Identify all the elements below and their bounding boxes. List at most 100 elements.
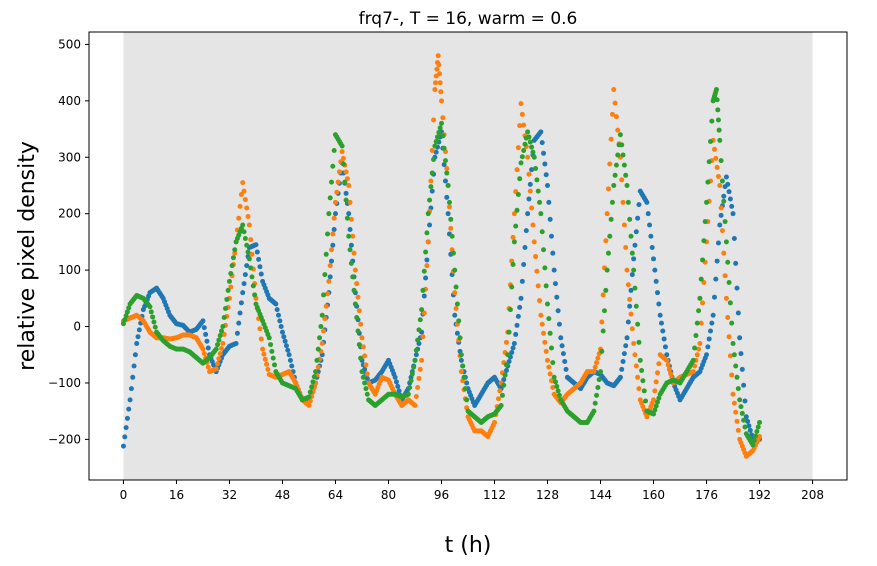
data-point bbox=[331, 147, 337, 153]
data-point bbox=[607, 233, 613, 239]
data-point bbox=[201, 351, 207, 357]
data-point bbox=[547, 216, 553, 222]
data-point bbox=[246, 256, 252, 262]
data-point bbox=[123, 425, 129, 431]
data-point bbox=[326, 211, 332, 217]
data-point bbox=[517, 304, 523, 310]
data-point bbox=[421, 268, 427, 274]
data-point bbox=[722, 219, 728, 225]
data-point bbox=[409, 371, 415, 377]
data-point bbox=[734, 374, 740, 380]
data-point bbox=[506, 329, 512, 335]
data-point bbox=[363, 386, 369, 392]
data-point bbox=[427, 197, 433, 203]
data-point bbox=[717, 182, 723, 188]
data-point bbox=[420, 287, 426, 293]
data-point bbox=[531, 239, 537, 245]
data-point bbox=[424, 230, 430, 236]
data-point bbox=[217, 333, 223, 339]
data-point bbox=[339, 143, 345, 149]
data-point bbox=[330, 231, 336, 237]
data-point bbox=[458, 369, 464, 375]
data-point bbox=[717, 137, 723, 143]
data-point bbox=[408, 378, 414, 384]
data-point bbox=[265, 366, 271, 372]
data-point bbox=[448, 225, 454, 231]
x-tick-label: 176 bbox=[695, 488, 718, 502]
data-point bbox=[419, 307, 425, 313]
data-point bbox=[753, 433, 759, 439]
data-point bbox=[729, 372, 735, 378]
data-point bbox=[323, 251, 329, 257]
data-point bbox=[244, 263, 250, 269]
x-axis-ticks: 0 16 32 48 64 80 96 112 128 144 160 176 192 208 bbox=[120, 480, 824, 502]
data-point bbox=[533, 254, 539, 260]
data-point bbox=[743, 414, 749, 420]
data-point bbox=[592, 364, 598, 370]
x-tick-label: 64 bbox=[328, 488, 343, 502]
data-point bbox=[339, 149, 345, 155]
data-point bbox=[225, 287, 231, 293]
data-point bbox=[132, 352, 138, 358]
data-point bbox=[429, 188, 435, 194]
data-point bbox=[130, 374, 136, 380]
data-point bbox=[511, 211, 517, 217]
data-point bbox=[346, 211, 352, 217]
data-point bbox=[609, 111, 615, 117]
data-point bbox=[342, 179, 348, 185]
data-point bbox=[356, 308, 362, 314]
data-point bbox=[442, 158, 448, 164]
data-point bbox=[221, 315, 227, 320]
data-point bbox=[436, 62, 442, 68]
data-point bbox=[248, 265, 254, 271]
data-point bbox=[754, 428, 760, 434]
data-point bbox=[725, 181, 731, 187]
data-point bbox=[664, 357, 670, 363]
data-point bbox=[452, 290, 458, 296]
data-point bbox=[499, 392, 505, 398]
x-tick-label: 208 bbox=[801, 488, 824, 502]
data-point bbox=[456, 318, 462, 324]
data-point bbox=[425, 239, 431, 245]
data-point bbox=[725, 315, 731, 320]
data-point bbox=[360, 374, 366, 380]
data-point bbox=[318, 324, 324, 330]
data-point bbox=[147, 304, 153, 310]
data-point bbox=[148, 309, 154, 315]
x-tick-label: 144 bbox=[589, 488, 612, 502]
data-point bbox=[124, 415, 130, 421]
data-point bbox=[527, 139, 533, 145]
data-point bbox=[492, 419, 497, 425]
data-point bbox=[750, 442, 756, 448]
data-point bbox=[731, 400, 737, 406]
data-point bbox=[317, 335, 323, 341]
data-point bbox=[452, 312, 458, 318]
data-point bbox=[444, 194, 450, 200]
data-point bbox=[503, 362, 509, 368]
data-point bbox=[615, 127, 621, 133]
data-point bbox=[733, 260, 739, 266]
data-point bbox=[220, 324, 226, 330]
data-point bbox=[709, 118, 715, 124]
data-point bbox=[319, 312, 325, 318]
data-point bbox=[721, 193, 727, 199]
data-point bbox=[652, 267, 658, 273]
data-point bbox=[735, 386, 741, 392]
data-point bbox=[702, 219, 708, 225]
data-point bbox=[531, 154, 537, 160]
data-point bbox=[238, 300, 244, 306]
data-point bbox=[307, 389, 313, 395]
data-point bbox=[625, 199, 631, 205]
data-point bbox=[413, 352, 419, 358]
data-point bbox=[437, 125, 443, 131]
data-point bbox=[537, 199, 543, 205]
data-point bbox=[307, 398, 313, 404]
data-point bbox=[648, 233, 654, 239]
data-point bbox=[150, 314, 156, 320]
data-point bbox=[737, 397, 743, 403]
data-point bbox=[530, 222, 536, 228]
data-point bbox=[710, 312, 716, 318]
data-point bbox=[550, 360, 556, 366]
data-point bbox=[458, 357, 464, 363]
